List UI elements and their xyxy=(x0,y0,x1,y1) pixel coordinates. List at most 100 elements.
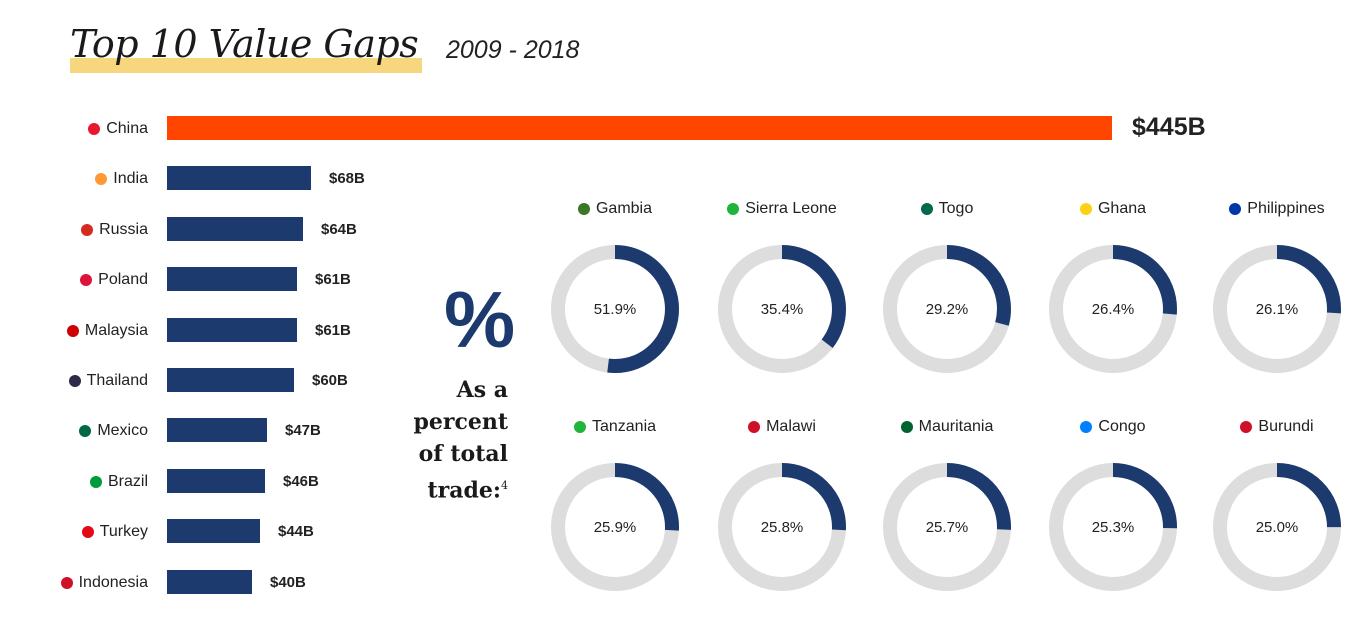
bar-category-label: Poland xyxy=(80,270,148,290)
bar-category-label: Thailand xyxy=(68,371,148,391)
page-title: Top 10 Value Gaps xyxy=(70,22,419,66)
flag-icon xyxy=(900,421,913,433)
donut-chart: 26.1% xyxy=(1213,245,1341,373)
donut-category-label: Mauritania xyxy=(872,418,1022,436)
country-name: Philippines xyxy=(1247,200,1325,217)
flag-icon xyxy=(573,421,586,433)
bar xyxy=(167,468,265,493)
country-name: Tanzania xyxy=(591,418,657,435)
bar-category-label: China xyxy=(88,119,148,139)
donut-slice xyxy=(551,245,679,373)
bar-category-label: India xyxy=(95,169,148,189)
bar-category-label: Russia xyxy=(81,220,148,240)
donut-value-label: 25.0% xyxy=(1256,519,1299,536)
bar-value-label: $40B xyxy=(270,573,306,591)
bar-row: Poland $61B xyxy=(0,267,1360,293)
bar-value-label: $68B xyxy=(329,170,365,188)
donut-chart: 25.9% xyxy=(551,463,679,591)
flag-icon xyxy=(920,203,933,215)
bar-row: Brazil $46B xyxy=(0,468,1360,495)
donut-category-label: Ghana xyxy=(1038,200,1188,218)
country-name: Ghana xyxy=(1097,200,1147,217)
country-name: Turkey xyxy=(99,523,148,541)
flag-icon xyxy=(80,274,93,287)
flag-icon xyxy=(1079,203,1092,215)
bar-category-label: Indonesia xyxy=(60,573,148,593)
donut-chart: 25.7% xyxy=(883,463,1011,591)
percent-caption-line: of total xyxy=(418,441,508,467)
donut-slice xyxy=(718,463,846,591)
donut-slice xyxy=(718,245,846,373)
country-name: Malaysia xyxy=(84,321,148,339)
country-name: Thailand xyxy=(86,372,148,389)
country-name: Burundi xyxy=(1258,418,1314,435)
donut-chart: 25.3% xyxy=(1049,463,1177,591)
country-name: Togo xyxy=(938,200,974,217)
bar-value-label: $61B xyxy=(315,271,351,289)
bar-value-label: $61B xyxy=(315,321,351,339)
country-name: Mauritania xyxy=(918,418,994,435)
percent-caption-line: percent xyxy=(413,409,508,435)
title-block: Top 10 Value Gaps xyxy=(70,22,422,73)
footnote-marker: 4 xyxy=(501,479,508,492)
donut-slice xyxy=(1049,463,1177,591)
bar-category-label: Turkey xyxy=(81,522,148,542)
bar xyxy=(167,166,311,191)
donut-category-label: Togo xyxy=(872,200,1022,218)
flag-icon xyxy=(1080,421,1093,433)
donut-chart: 25.8% xyxy=(718,463,846,591)
flag-icon xyxy=(88,123,101,135)
bar xyxy=(167,216,303,241)
donut-value-label: 51.9% xyxy=(594,301,637,318)
flag-icon xyxy=(66,324,79,337)
donut-chart: 51.9% xyxy=(551,245,679,373)
bar-row: India $68B xyxy=(0,166,1360,192)
bar xyxy=(167,418,267,443)
flag-icon xyxy=(727,203,740,215)
bar-category-label: Mexico xyxy=(79,421,148,441)
bar xyxy=(167,368,294,392)
donut-value-label: 26.4% xyxy=(1092,301,1135,318)
flag-icon xyxy=(1240,421,1253,433)
bar-value-label: $44B xyxy=(278,523,314,541)
country-name: Gambia xyxy=(595,200,653,217)
bar xyxy=(167,569,252,594)
donut-category-label: Congo xyxy=(1038,418,1188,436)
percent-symbol: % xyxy=(444,275,516,364)
country-name: Indonesia xyxy=(78,573,148,591)
donut-slice xyxy=(883,463,1011,591)
bar xyxy=(167,267,297,292)
flag-icon xyxy=(81,223,94,236)
bar-value-label: $60B xyxy=(312,372,348,389)
donut-value-label: 25.3% xyxy=(1092,519,1135,536)
flag-icon xyxy=(89,475,102,488)
donut-category-label: Philippines xyxy=(1202,200,1352,218)
bar-value-label: $64B xyxy=(321,220,357,238)
donut-category-label: Gambia xyxy=(540,200,690,218)
bar-category-label: Malaysia xyxy=(66,321,148,341)
country-name: China xyxy=(106,120,148,137)
page-subtitle: 2009 - 2018 xyxy=(446,36,580,64)
bar-row: Mexico $47B xyxy=(0,418,1360,444)
bar xyxy=(167,317,297,342)
flag-icon xyxy=(81,526,94,539)
donut-slice xyxy=(551,463,679,591)
donut-slice xyxy=(883,245,1011,373)
donut-chart: 25.0% xyxy=(1213,463,1341,591)
country-name: Mexico xyxy=(97,422,148,440)
percent-caption-line: As a xyxy=(456,377,508,403)
percent-caption: As a percent of total trade:4 xyxy=(408,374,508,506)
country-name: Congo xyxy=(1098,418,1146,435)
donut-slice xyxy=(1213,463,1341,591)
flag-icon xyxy=(1229,203,1242,215)
donut-category-label: Malawi xyxy=(707,418,857,436)
flag-icon xyxy=(95,173,108,186)
bar-row: China $445B xyxy=(0,113,1360,142)
donut-value-label: 35.4% xyxy=(761,301,804,318)
donut-value-label: 29.2% xyxy=(926,301,969,318)
country-name: India xyxy=(113,170,148,188)
donut-value-label: 25.9% xyxy=(594,519,637,536)
country-name: Malawi xyxy=(766,418,816,435)
bar xyxy=(167,116,1112,140)
donut-category-label: Sierra Leone xyxy=(707,200,857,218)
